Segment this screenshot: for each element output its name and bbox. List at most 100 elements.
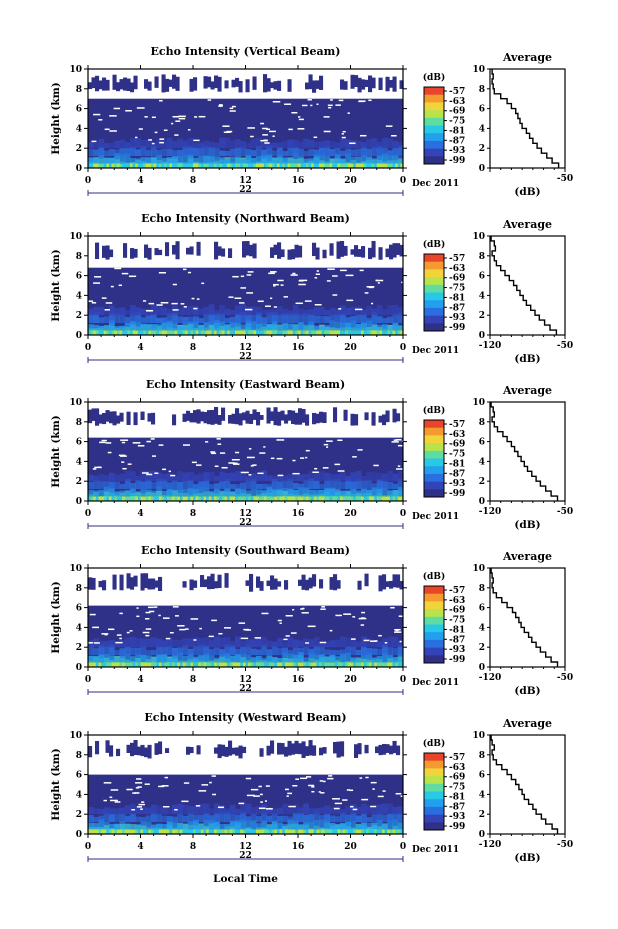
colorbar-tick-label: -57 bbox=[449, 586, 465, 596]
echo-band-cell bbox=[214, 647, 220, 656]
surface-echo-cell bbox=[164, 662, 168, 667]
panel-4: Echo Intensity (Southward Beam)0246810He… bbox=[50, 544, 573, 697]
surface-echo-cell bbox=[361, 496, 365, 501]
surface-echo-cell bbox=[193, 829, 197, 834]
cloud-echo-cell bbox=[298, 743, 303, 755]
surface-echo-cell bbox=[361, 662, 365, 667]
surface-echo-cell bbox=[187, 829, 191, 834]
missing-data-speck bbox=[302, 607, 305, 610]
surface-echo-cell bbox=[235, 330, 239, 335]
missing-data-speck bbox=[297, 128, 305, 130]
echo-band-cell bbox=[261, 490, 267, 497]
echo-band-cell bbox=[277, 815, 283, 823]
surface-echo-cell bbox=[342, 496, 346, 501]
surface-echo-cell bbox=[169, 496, 173, 501]
x-tick-label: 20 bbox=[344, 509, 357, 519]
surface-echo-cell bbox=[214, 829, 218, 834]
cloud-echo-cell bbox=[354, 414, 359, 426]
echo-band-cell bbox=[355, 148, 362, 157]
surface-echo-cell bbox=[200, 829, 204, 834]
echo-band-cell bbox=[366, 822, 372, 830]
surface-echo-cell bbox=[101, 330, 105, 335]
surface-echo-cell bbox=[313, 496, 317, 501]
surface-echo-cell bbox=[389, 662, 393, 667]
echo-band-cell bbox=[203, 812, 210, 823]
echo-band-cell bbox=[135, 824, 141, 830]
surface-echo-cell bbox=[337, 662, 341, 667]
surface-echo-cell bbox=[153, 662, 157, 667]
echo-band-cell bbox=[166, 482, 173, 490]
echo-band-cell bbox=[366, 805, 372, 815]
echo-band-cell bbox=[208, 304, 215, 316]
surface-echo-cell bbox=[208, 662, 212, 667]
surface-echo-cell bbox=[242, 330, 246, 335]
echo-band-cell bbox=[93, 648, 99, 656]
missing-data-speck bbox=[272, 135, 275, 137]
missing-data-speck bbox=[257, 300, 264, 303]
echo-band-cell bbox=[266, 146, 273, 157]
cloud-echo-cell bbox=[189, 412, 194, 423]
surface-echo-cell bbox=[397, 330, 401, 335]
y-tick-label: 8 bbox=[76, 418, 82, 428]
cloud-echo-cell bbox=[270, 247, 275, 258]
cloud-echo-cell bbox=[228, 740, 233, 756]
echo-band-cell bbox=[119, 813, 126, 823]
echo-band-cell bbox=[319, 646, 325, 656]
missing-data-speck bbox=[265, 785, 270, 787]
echo-band-cell bbox=[303, 480, 309, 490]
average-y-tick-label: 6 bbox=[479, 272, 485, 282]
average-x-axis-label: (dB) bbox=[514, 685, 540, 697]
echo-band-cell bbox=[245, 320, 252, 331]
echo-band-cell bbox=[219, 305, 225, 316]
echo-band-cell bbox=[156, 317, 162, 324]
colorbar-segment bbox=[424, 140, 444, 150]
missing-data-speck bbox=[116, 634, 122, 636]
missing-data-speck bbox=[276, 457, 283, 460]
cloud-echo-cell bbox=[130, 577, 135, 590]
surface-echo-cell bbox=[287, 662, 291, 667]
echo-band-cell bbox=[250, 473, 257, 482]
echo-band-cell bbox=[88, 324, 94, 331]
surface-echo-cell bbox=[122, 662, 126, 667]
echo-band-cell bbox=[308, 321, 315, 331]
missing-data-speck bbox=[134, 792, 140, 794]
missing-data-speck bbox=[378, 634, 382, 637]
colorbar-tick-label: -93 bbox=[449, 812, 465, 822]
surface-echo-cell bbox=[261, 330, 265, 335]
surface-echo-cell bbox=[130, 496, 134, 501]
echo-band-cell bbox=[303, 325, 309, 335]
echo-band-cell bbox=[376, 145, 383, 157]
missing-data-speck bbox=[221, 466, 228, 469]
cloud-echo-cell bbox=[214, 75, 219, 89]
echo-band-cell bbox=[366, 317, 372, 324]
missing-data-speck bbox=[121, 272, 129, 275]
echo-band-cell bbox=[250, 639, 257, 648]
echo-band-cell bbox=[203, 306, 210, 316]
echo-band-cell bbox=[161, 807, 168, 815]
echo-band-cell bbox=[334, 479, 341, 490]
echo-band-cell bbox=[319, 141, 325, 149]
cloud-echo-cell bbox=[375, 746, 380, 754]
echo-band-cell bbox=[256, 475, 262, 482]
echo-band-cell bbox=[277, 648, 283, 656]
echo-band-cell bbox=[298, 313, 304, 324]
cloud-echo-cell bbox=[389, 244, 394, 260]
surface-echo-cell bbox=[316, 496, 320, 501]
echo-band-cell bbox=[266, 640, 273, 648]
cloud-echo-cell bbox=[109, 411, 114, 424]
average-frame bbox=[489, 235, 566, 336]
echo-band-cell bbox=[329, 649, 336, 656]
surface-echo-cell bbox=[132, 662, 136, 667]
echo-band-cell bbox=[261, 657, 267, 663]
surface-echo-cell bbox=[166, 662, 170, 667]
echo-band-cell bbox=[161, 479, 168, 490]
echo-band-cell bbox=[208, 655, 215, 663]
missing-data-speck bbox=[94, 642, 100, 644]
echo-band-cell bbox=[130, 647, 136, 656]
surface-echo-cell bbox=[190, 163, 194, 168]
missing-data-speck bbox=[292, 608, 295, 611]
missing-data-speck bbox=[154, 472, 159, 474]
echo-band-cell bbox=[240, 147, 246, 157]
surface-echo-cell bbox=[169, 829, 173, 834]
echo-band-cell bbox=[313, 490, 320, 497]
